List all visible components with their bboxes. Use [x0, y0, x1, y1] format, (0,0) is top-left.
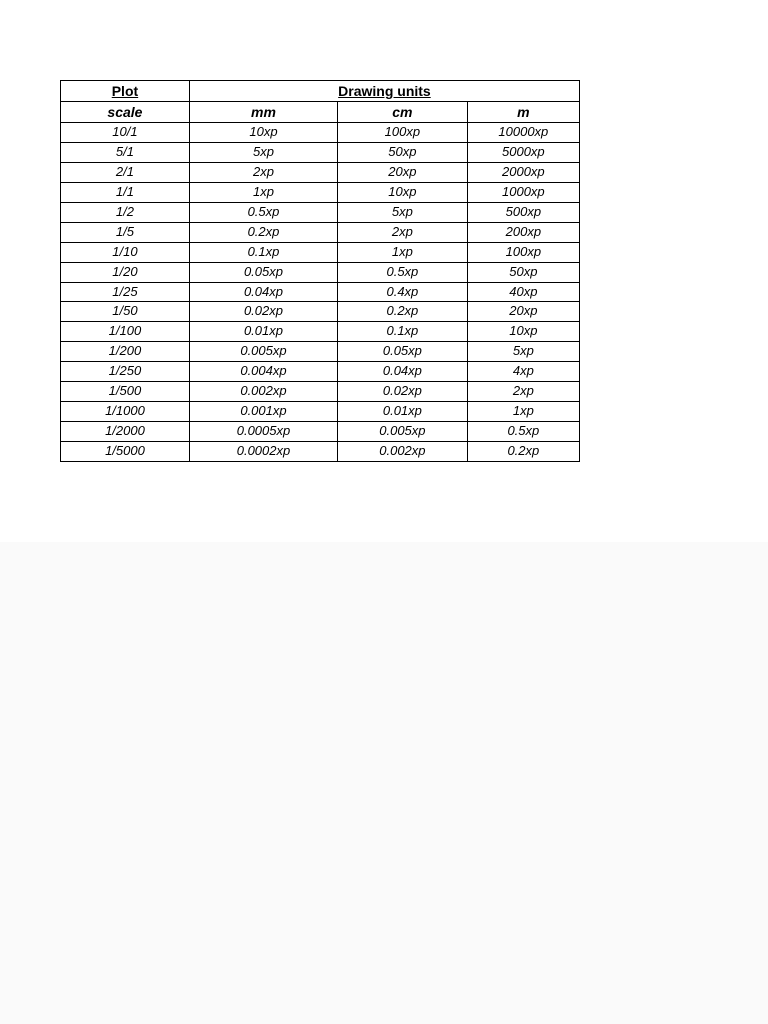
cell-mm: 1xp: [189, 183, 337, 203]
cell-m: 2000xp: [467, 163, 579, 183]
cell-scale: 1/2: [61, 202, 190, 222]
cell-m: 0.5xp: [467, 421, 579, 441]
cell-m: 500xp: [467, 202, 579, 222]
cell-cm: 10xp: [338, 183, 468, 203]
table-row: 1/10000.001xp0.01xp1xp: [61, 401, 580, 421]
cell-mm: 0.05xp: [189, 262, 337, 282]
cell-scale: 1/100: [61, 322, 190, 342]
table-row: 2/12xp20xp2000xp: [61, 163, 580, 183]
header-cm: cm: [338, 102, 468, 123]
cell-cm: 1xp: [338, 242, 468, 262]
cell-mm: 0.0005xp: [189, 421, 337, 441]
header-m: m: [467, 102, 579, 123]
table-row: 1/50.2xp2xp200xp: [61, 222, 580, 242]
cell-mm: 2xp: [189, 163, 337, 183]
table-body: 10/110xp100xp10000xp5/15xp50xp5000xp2/12…: [61, 123, 580, 461]
scale-table: Plot Drawing units scale mm cm m 10/110x…: [60, 80, 580, 462]
cell-m: 5000xp: [467, 143, 579, 163]
header-scale: scale: [61, 102, 190, 123]
cell-cm: 0.2xp: [338, 302, 468, 322]
cell-m: 2xp: [467, 381, 579, 401]
cell-m: 0.2xp: [467, 441, 579, 461]
cell-scale: 10/1: [61, 123, 190, 143]
table-row: 1/20000.0005xp0.005xp0.5xp: [61, 421, 580, 441]
table-row: 1/20.5xp5xp500xp: [61, 202, 580, 222]
cell-mm: 0.0002xp: [189, 441, 337, 461]
header-plot: Plot: [61, 81, 190, 102]
table-header-top: Plot Drawing units: [61, 81, 580, 102]
cell-mm: 0.002xp: [189, 381, 337, 401]
cell-cm: 0.1xp: [338, 322, 468, 342]
cell-scale: 1/1: [61, 183, 190, 203]
cell-mm: 0.2xp: [189, 222, 337, 242]
table-row: 1/2000.005xp0.05xp5xp: [61, 342, 580, 362]
cell-m: 5xp: [467, 342, 579, 362]
cell-m: 40xp: [467, 282, 579, 302]
cell-cm: 0.5xp: [338, 262, 468, 282]
cell-cm: 20xp: [338, 163, 468, 183]
cell-mm: 5xp: [189, 143, 337, 163]
header-mm: mm: [189, 102, 337, 123]
cell-cm: 0.02xp: [338, 381, 468, 401]
cell-m: 50xp: [467, 262, 579, 282]
cell-m: 4xp: [467, 362, 579, 382]
cell-scale: 1/250: [61, 362, 190, 382]
cell-scale: 2/1: [61, 163, 190, 183]
table-row: 1/2500.004xp0.04xp4xp: [61, 362, 580, 382]
cell-scale: 1/500: [61, 381, 190, 401]
cell-m: 10000xp: [467, 123, 579, 143]
table-row: 1/11xp10xp1000xp: [61, 183, 580, 203]
table-row: 1/250.04xp0.4xp40xp: [61, 282, 580, 302]
cell-m: 1000xp: [467, 183, 579, 203]
cell-cm: 0.04xp: [338, 362, 468, 382]
cell-cm: 0.005xp: [338, 421, 468, 441]
table-row: 10/110xp100xp10000xp: [61, 123, 580, 143]
cell-scale: 1/5: [61, 222, 190, 242]
cell-cm: 0.4xp: [338, 282, 468, 302]
cell-mm: 0.001xp: [189, 401, 337, 421]
cell-mm: 0.02xp: [189, 302, 337, 322]
table-row: 1/5000.002xp0.02xp2xp: [61, 381, 580, 401]
cell-mm: 0.1xp: [189, 242, 337, 262]
table-row: 1/1000.01xp0.1xp10xp: [61, 322, 580, 342]
cell-mm: 10xp: [189, 123, 337, 143]
cell-mm: 0.5xp: [189, 202, 337, 222]
cell-cm: 0.002xp: [338, 441, 468, 461]
cell-mm: 0.005xp: [189, 342, 337, 362]
table-row: 1/100.1xp1xp100xp: [61, 242, 580, 262]
table-row: 1/50000.0002xp0.002xp0.2xp: [61, 441, 580, 461]
table-row: 1/500.02xp0.2xp20xp: [61, 302, 580, 322]
cell-cm: 0.01xp: [338, 401, 468, 421]
cell-cm: 2xp: [338, 222, 468, 242]
table-header-sub: scale mm cm m: [61, 102, 580, 123]
cell-mm: 0.01xp: [189, 322, 337, 342]
header-drawing-units: Drawing units: [189, 81, 579, 102]
cell-cm: 100xp: [338, 123, 468, 143]
cell-scale: 1/25: [61, 282, 190, 302]
cell-cm: 0.05xp: [338, 342, 468, 362]
cell-scale: 5/1: [61, 143, 190, 163]
cell-cm: 5xp: [338, 202, 468, 222]
table-row: 5/15xp50xp5000xp: [61, 143, 580, 163]
cell-scale: 1/1000: [61, 401, 190, 421]
cell-m: 200xp: [467, 222, 579, 242]
cell-m: 10xp: [467, 322, 579, 342]
cell-mm: 0.004xp: [189, 362, 337, 382]
cell-m: 100xp: [467, 242, 579, 262]
cell-m: 1xp: [467, 401, 579, 421]
document-page: Plot Drawing units scale mm cm m 10/110x…: [0, 0, 768, 542]
cell-cm: 50xp: [338, 143, 468, 163]
cell-mm: 0.04xp: [189, 282, 337, 302]
cell-scale: 1/20: [61, 262, 190, 282]
cell-scale: 1/10: [61, 242, 190, 262]
cell-scale: 1/2000: [61, 421, 190, 441]
cell-scale: 1/200: [61, 342, 190, 362]
cell-scale: 1/5000: [61, 441, 190, 461]
table-row: 1/200.05xp0.5xp50xp: [61, 262, 580, 282]
cell-m: 20xp: [467, 302, 579, 322]
cell-scale: 1/50: [61, 302, 190, 322]
